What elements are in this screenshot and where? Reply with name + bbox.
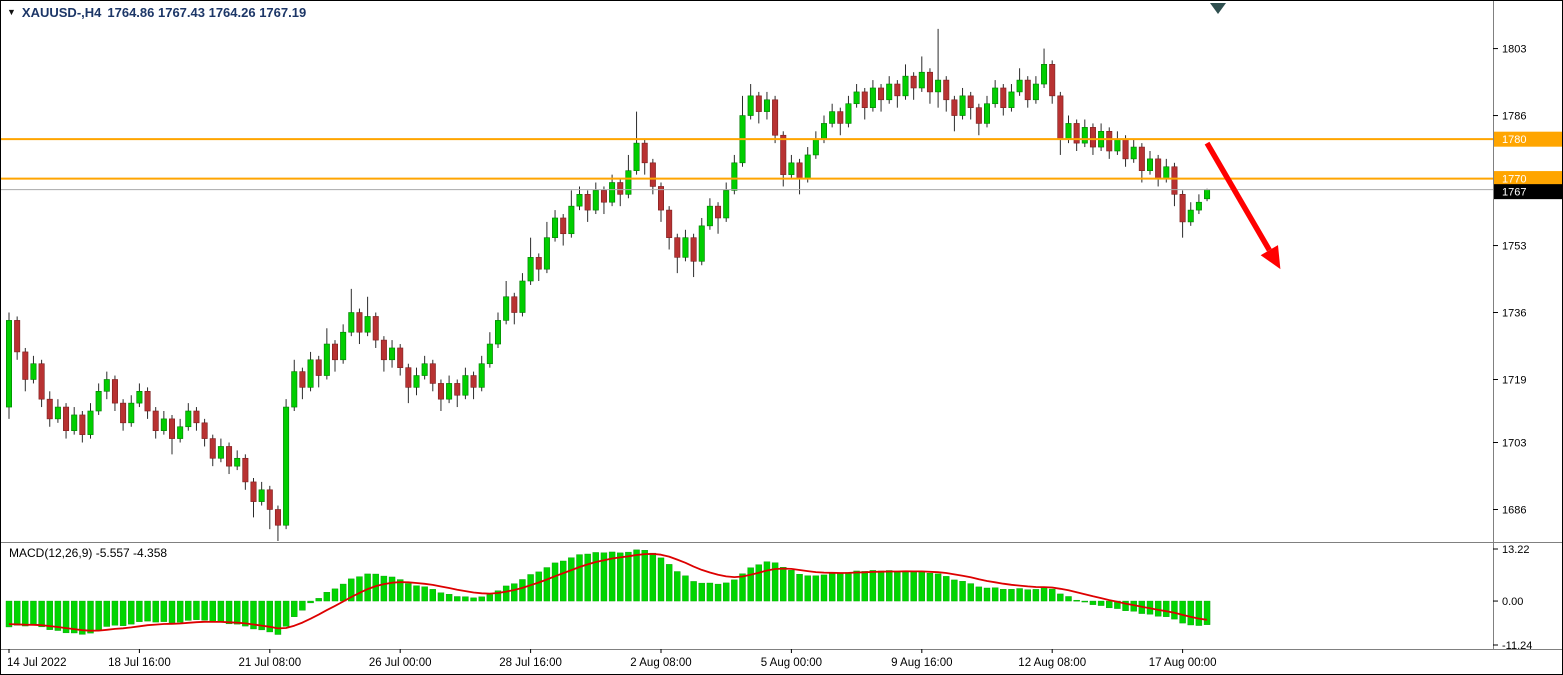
svg-text:26 Jul 00:00: 26 Jul 00:00 (369, 657, 432, 669)
ohlc-readout: 1764.86 1767.43 1764.26 1767.19 (107, 5, 307, 20)
svg-text:1803: 1803 (1502, 44, 1526, 56)
svg-text:28 Jul 16:00: 28 Jul 16:00 (499, 657, 562, 669)
svg-text:1770: 1770 (1502, 174, 1526, 186)
svg-text:18 Jul 16:00: 18 Jul 16:00 (108, 657, 171, 669)
svg-text:12 Aug 08:00: 12 Aug 08:00 (1018, 657, 1086, 669)
svg-text:13.22: 13.22 (1502, 544, 1530, 556)
bid-price-tag: 1767 (1494, 184, 1562, 200)
svg-text:1780: 1780 (1502, 134, 1526, 146)
svg-text:1719: 1719 (1502, 374, 1526, 386)
price-axis[interactable]: 1803 1786 1753 1736 1719 1703 1686 (1493, 44, 1526, 517)
svg-text:2 Aug 08:00: 2 Aug 08:00 (630, 657, 691, 669)
symbol-timeframe-label: XAUUSD-,H4 (21, 5, 102, 20)
svg-text:-11.24: -11.24 (1502, 640, 1532, 652)
price-tag-1770: 1770 (1494, 171, 1562, 187)
svg-text:1753: 1753 (1502, 241, 1526, 253)
chart-shift-marker-icon[interactable] (1210, 3, 1226, 14)
pane-separators (1, 1, 1562, 650)
svg-text:0.00: 0.00 (1502, 596, 1523, 608)
macd-indicator-label: MACD(12,26,9) -5.557 -4.358 (9, 546, 168, 560)
candles-layer (6, 28, 1211, 541)
svg-text:9 Aug 16:00: 9 Aug 16:00 (891, 657, 952, 669)
svg-text:1736: 1736 (1502, 308, 1526, 320)
symbol-dropdown-icon[interactable]: ▼ (7, 7, 16, 17)
svg-text:21 Jul 08:00: 21 Jul 08:00 (238, 657, 301, 669)
svg-text:1703: 1703 (1502, 438, 1526, 450)
svg-text:1767: 1767 (1502, 187, 1526, 199)
svg-text:1786: 1786 (1502, 111, 1526, 123)
svg-text:17 Aug 00:00: 17 Aug 00:00 (1149, 657, 1217, 669)
time-axis[interactable]: 14 Jul 2022 18 Jul 16:00 21 Jul 08:00 26 Ju… (7, 649, 1216, 669)
chart-title-bar: ▼ XAUUSD-,H4 1764.86 1767.43 1764.26 176… (7, 5, 306, 20)
macd-signal-line (8, 553, 1208, 632)
svg-text:14 Jul 2022: 14 Jul 2022 (7, 657, 66, 669)
macd-histogram (5, 549, 1211, 635)
price-tag-1780: 1780 (1494, 131, 1562, 147)
svg-text:1686: 1686 (1502, 504, 1526, 516)
macd-axis[interactable]: 13.22 0.00 -11.24 (1493, 544, 1532, 652)
trend-arrow[interactable] (1204, 141, 1281, 270)
svg-text:5 Aug 00:00: 5 Aug 00:00 (761, 657, 822, 669)
